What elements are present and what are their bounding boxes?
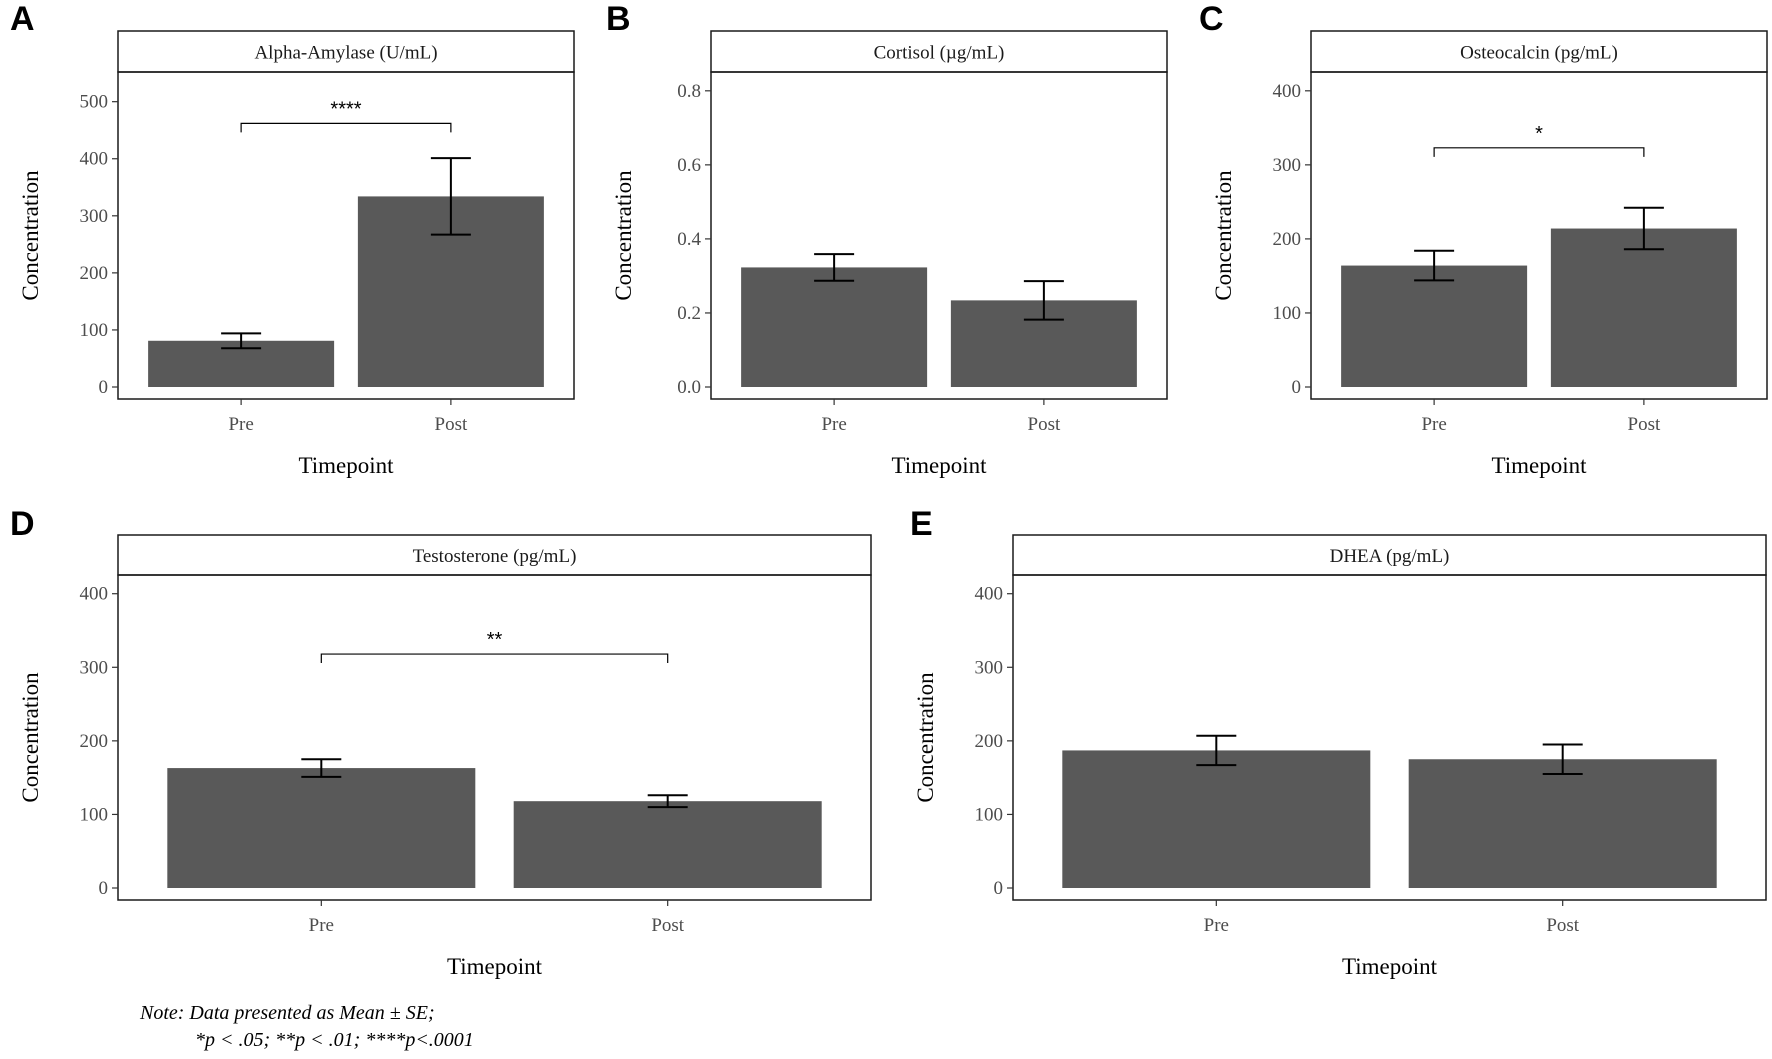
error-bar-post — [430, 157, 471, 236]
bar-pre — [167, 768, 476, 888]
facet-title: Osteocalcin (pg/mL) — [1460, 43, 1618, 64]
significance-label: **** — [330, 98, 361, 120]
y-tick-label: 100 — [80, 804, 109, 825]
panel-e: E DHEA (pg/mL) 0 100 200 300 400 Concentration P… — [910, 505, 1767, 979]
y-tick-label: 0 — [99, 377, 109, 398]
note-line-1: Note: Data presented as Mean ± SE; — [139, 1002, 435, 1024]
x-tick-label: Post — [651, 915, 684, 936]
y-tick-label: 100 — [975, 804, 1004, 825]
x-axis-title: Timepoint — [891, 453, 987, 478]
error-bar-post — [647, 794, 688, 809]
x-tick-label: Post — [1546, 915, 1579, 936]
y-tick-label: 100 — [80, 320, 109, 341]
x-axis-title: Timepoint — [447, 954, 543, 979]
y-tick-label: 200 — [975, 731, 1004, 752]
error-bar-pre — [1414, 249, 1455, 282]
y-tick-label: 200 — [80, 263, 109, 284]
y-tick-label: 200 — [80, 731, 109, 752]
x-axis-title: Timepoint — [1491, 453, 1587, 478]
error-bar-pre — [1196, 734, 1237, 767]
error-bar-post — [1542, 743, 1583, 775]
y-tick-label: 300 — [975, 657, 1004, 678]
y-tick-label: 400 — [975, 584, 1004, 605]
panel-letter: E — [910, 505, 933, 543]
error-bar-post — [1023, 280, 1064, 321]
x-tick-label: Pre — [1204, 915, 1229, 936]
y-axis-title: Concentration — [611, 170, 636, 301]
significance-label: ** — [487, 629, 503, 651]
y-tick-label: 0.2 — [677, 303, 701, 324]
y-axis-title: Concentration — [1211, 170, 1236, 301]
plot-panel-border — [117, 574, 872, 901]
note-line-2: *p < .05; **p < .01; ****p<.0001 — [195, 1029, 474, 1051]
x-axis-title: Timepoint — [298, 453, 394, 478]
x-axis-title: Timepoint — [1342, 954, 1438, 979]
y-axis-title: Concentration — [18, 672, 43, 803]
x-tick-label: Pre — [821, 414, 846, 435]
y-tick-label: 400 — [80, 584, 109, 605]
x-tick-label: Pre — [228, 414, 253, 435]
facet-title: Testosterone (pg/mL) — [413, 546, 577, 567]
plot-panel-border — [1012, 574, 1767, 901]
panel-d: D Testosterone (pg/mL) 0 100 200 300 400 Concen… — [10, 505, 872, 979]
facet-strip — [117, 30, 575, 73]
y-axis-title: Concentration — [18, 170, 43, 301]
panel-letter: D — [10, 505, 35, 543]
bar-post — [1550, 228, 1737, 387]
bar-pre — [1062, 750, 1371, 888]
panel-letter: B — [606, 0, 631, 38]
x-tick-label: Pre — [1421, 414, 1446, 435]
y-tick-label: 0.4 — [677, 229, 701, 250]
panel-letter: C — [1199, 0, 1224, 38]
panel-c: C Osteocalcin (pg/mL) 0 100 200 300 400 Concent… — [1199, 0, 1768, 478]
y-tick-label: 0 — [994, 878, 1004, 899]
y-axis-title: Concentration — [913, 672, 938, 803]
y-tick-label: 0 — [99, 878, 109, 899]
significance-bracket: * — [1433, 123, 1645, 157]
figure-note: Note: Data presented as Mean ± SE; *p < … — [139, 1002, 474, 1051]
facet-strip — [1310, 30, 1768, 73]
facet-strip — [1012, 534, 1767, 576]
y-tick-label: 0.8 — [677, 81, 701, 102]
bar-pre — [1341, 265, 1528, 387]
y-tick-label: 400 — [1273, 81, 1302, 102]
y-tick-label: 300 — [80, 206, 109, 227]
x-tick-label: Post — [435, 414, 468, 435]
x-tick-label: Post — [1628, 414, 1661, 435]
error-bar-pre — [301, 758, 342, 778]
y-tick-label: 0.0 — [677, 377, 701, 398]
y-tick-label: 0.6 — [677, 155, 701, 176]
error-bar-post — [1623, 206, 1664, 251]
facet-title: DHEA (pg/mL) — [1330, 546, 1450, 567]
plot-panel-border — [117, 71, 575, 400]
facet-strip — [710, 30, 1168, 73]
panels: A Alpha-Amylase (U/mL) 0 100 200 300 400 500 Con… — [10, 0, 1768, 979]
panel-b: B Cortisol (µg/mL) 0.0 0.2 0.4 0.6 0.8 Concentr… — [606, 0, 1168, 478]
x-tick-label: Post — [1028, 414, 1061, 435]
bar-post — [513, 801, 822, 888]
facet-title: Cortisol (µg/mL) — [874, 43, 1005, 64]
significance-bracket: **** — [240, 98, 452, 133]
significance-label: * — [1535, 123, 1543, 145]
error-bar-pre — [814, 253, 855, 282]
bar-pre — [741, 267, 928, 387]
y-tick-label: 400 — [80, 149, 109, 170]
y-tick-label: 300 — [1273, 155, 1302, 176]
y-tick-label: 300 — [80, 657, 109, 678]
plot-panel-border — [710, 71, 1168, 400]
y-tick-label: 200 — [1273, 229, 1302, 250]
y-tick-label: 0 — [1292, 377, 1302, 398]
significance-bracket: ** — [320, 629, 669, 664]
panel-a: A Alpha-Amylase (U/mL) 0 100 200 300 400 500 Con… — [10, 0, 575, 478]
x-tick-label: Pre — [309, 915, 334, 936]
plot-panel-border — [1310, 71, 1768, 400]
bar-post — [1408, 759, 1717, 888]
y-tick-label: 500 — [80, 92, 109, 113]
facet-title: Alpha-Amylase (U/mL) — [254, 43, 437, 64]
y-tick-label: 100 — [1273, 303, 1302, 324]
error-bar-pre — [221, 332, 262, 350]
panel-letter: A — [10, 0, 35, 38]
